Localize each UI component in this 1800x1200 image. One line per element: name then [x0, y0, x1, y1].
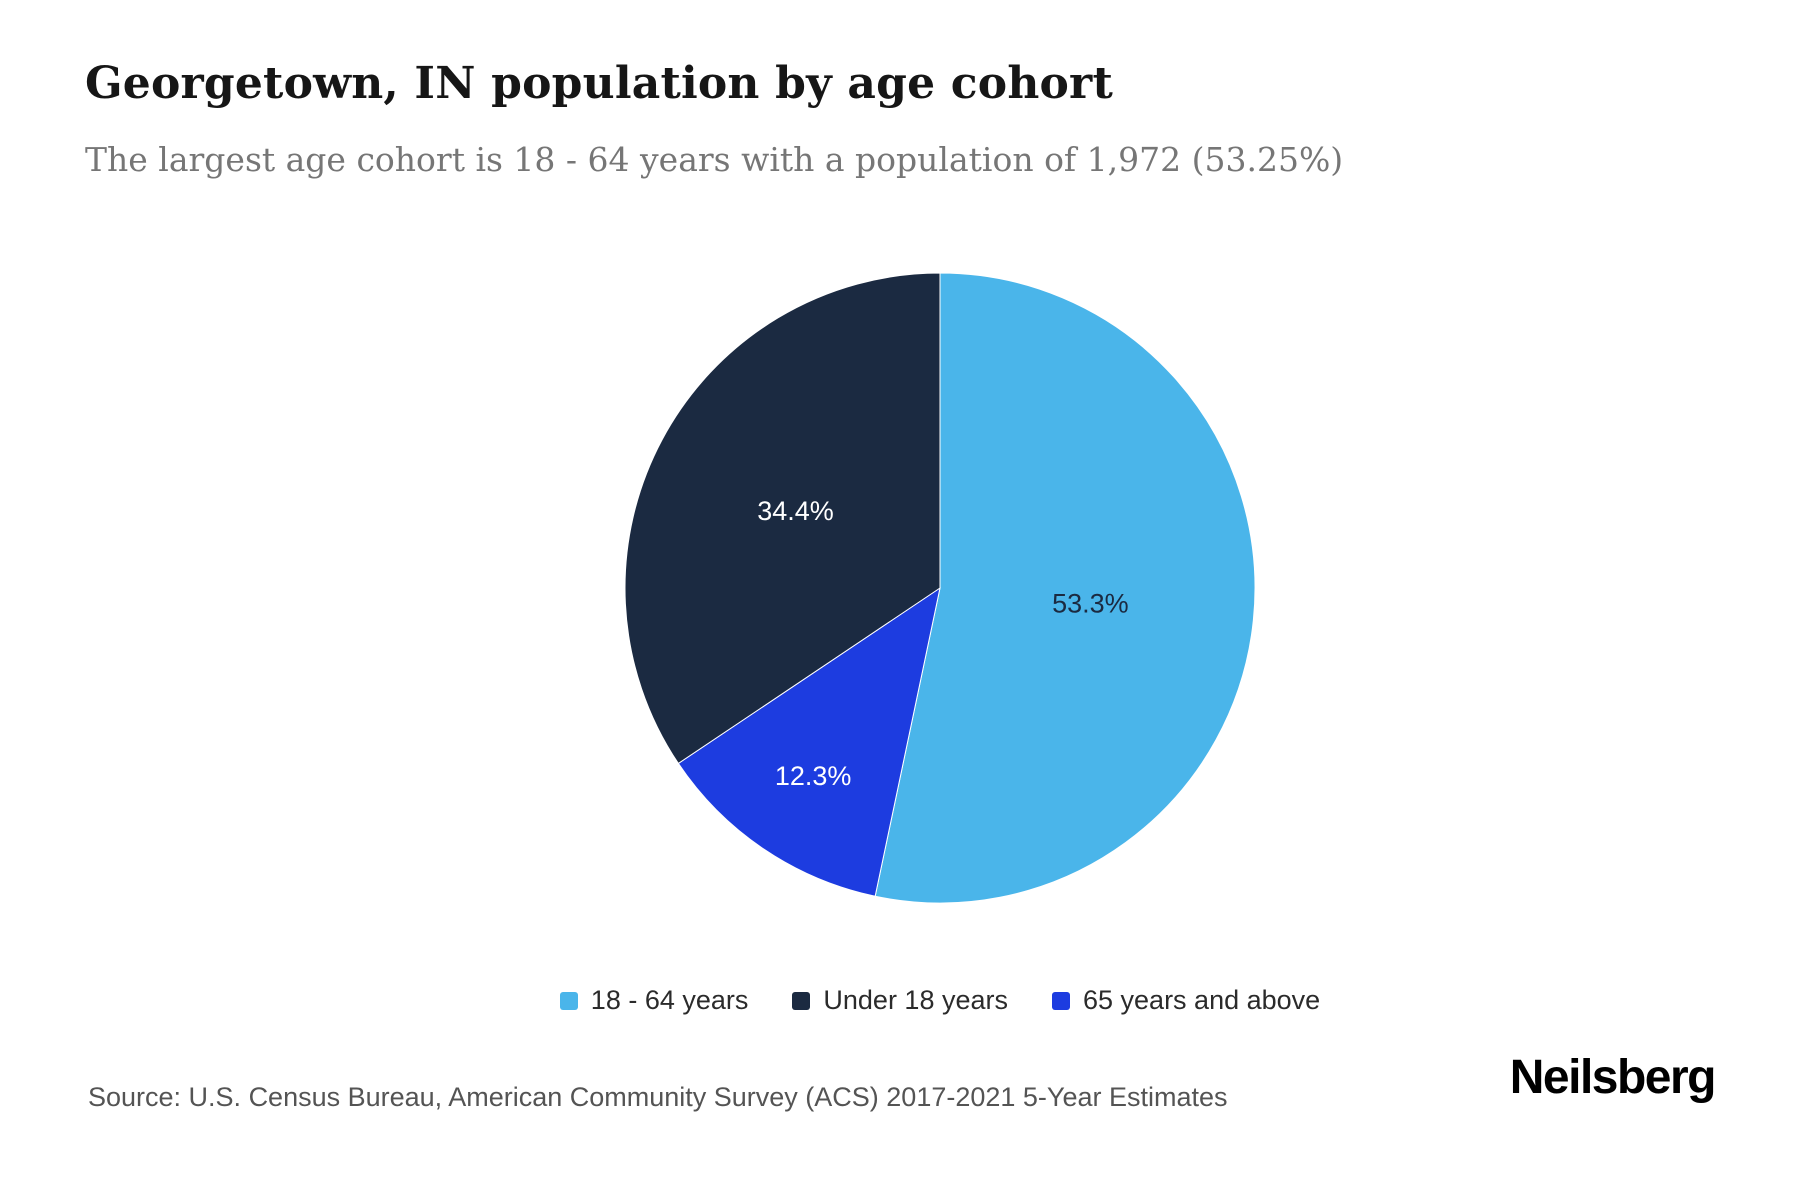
pie-slice-label-18-64-years: 53.3% — [1052, 589, 1129, 619]
legend-item-under-18-years[interactable]: Under 18 years — [792, 985, 1008, 1016]
pie-slice-label-under-18-years: 34.4% — [757, 496, 834, 526]
legend-label: 65 years and above — [1083, 985, 1321, 1015]
pie-chart: 53.3% 12.3% 34.4% — [624, 272, 1256, 904]
chart-subtitle: The largest age cohort is 18 - 64 years … — [85, 140, 1344, 179]
legend-swatch-18-64-years — [559, 991, 578, 1010]
legend-item-18-64-years[interactable]: 18 - 64 years — [559, 985, 749, 1016]
pie-chart-area: 53.3% 12.3% 34.4% — [620, 268, 1260, 908]
pie-slice-65-years-and-above[interactable] — [677, 586, 941, 897]
legend-swatch-under-18-years — [792, 991, 811, 1010]
neilsberg-logo: Neilsberg — [1509, 1051, 1717, 1104]
chart-legend: 18 - 64 years Under 18 years 65 years and … — [0, 985, 1800, 1016]
chart-title: Georgetown, IN population by age cohort — [85, 58, 1113, 109]
source-attribution: Source: U.S. Census Bureau, American Com… — [88, 1082, 1228, 1112]
pie-slice-18-64-years[interactable] — [874, 272, 1256, 904]
legend-label: Under 18 years — [823, 985, 1008, 1015]
legend-swatch-65-years-and-above — [1052, 991, 1070, 1010]
pie-slice-label-65-years-and-above: 12.3% — [775, 761, 852, 791]
pie-slice-under-18-years[interactable] — [624, 272, 941, 765]
legend-item-65-years-and-above[interactable]: 65 years and above — [1052, 985, 1320, 1016]
legend-label: 18 - 64 years — [590, 985, 749, 1015]
